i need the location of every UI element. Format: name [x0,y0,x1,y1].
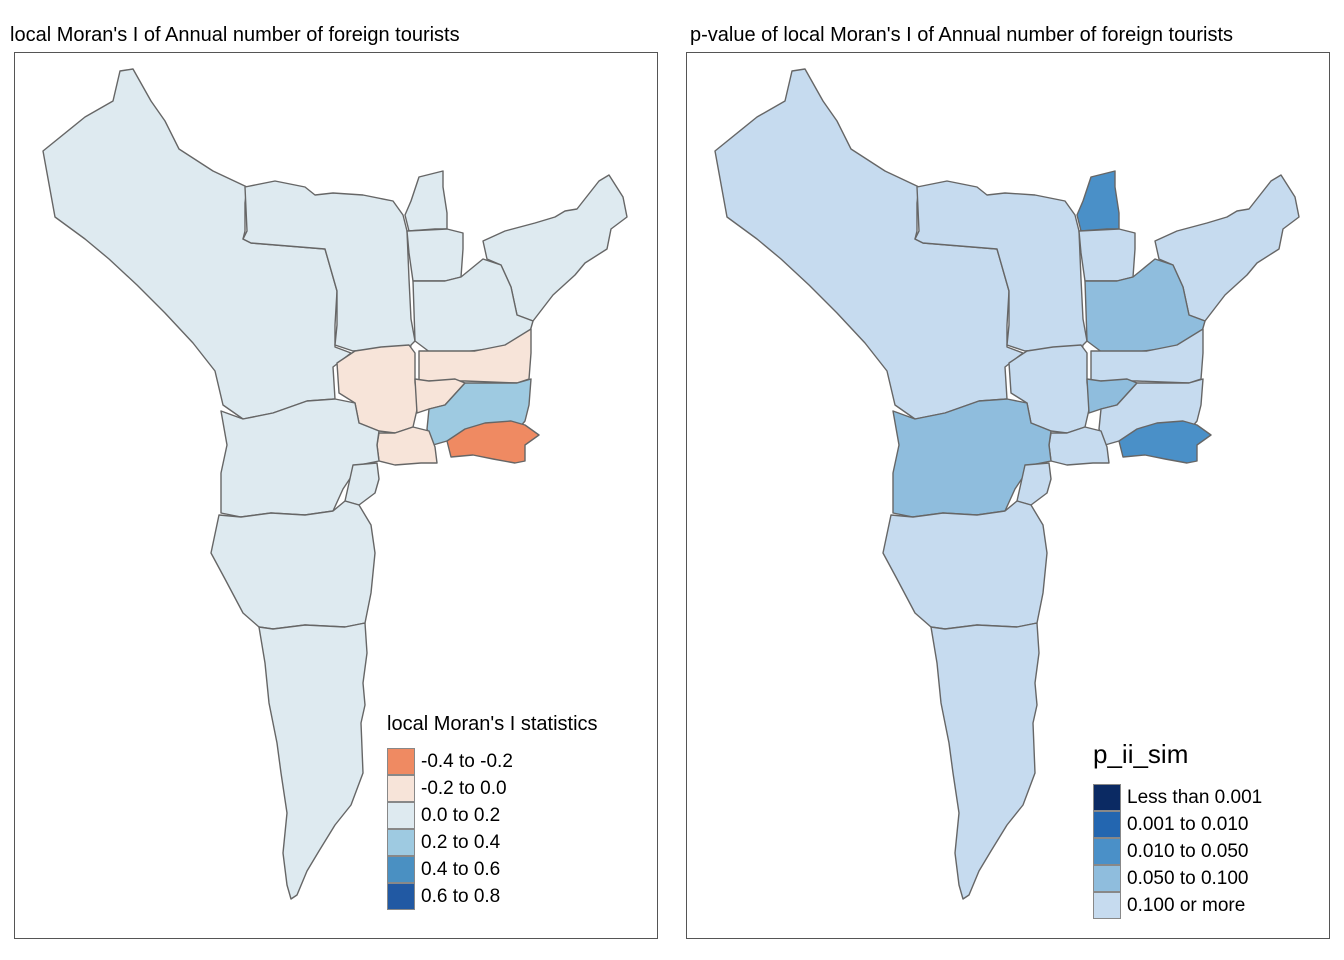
legend-label: 0.010 to 0.050 [1127,840,1249,862]
legend-item: 0.2 to 0.4 [387,829,598,856]
region-south-central [1048,426,1110,466]
legend-item: 0.010 to 0.050 [1093,838,1262,865]
legend-swatch [387,856,415,883]
legend-swatch [387,775,415,802]
left-map [42,68,628,900]
region-south-central [376,426,438,466]
legend-swatch [1093,838,1121,865]
legend-label: 0.050 to 0.100 [1127,867,1249,889]
region-south-lower [930,622,1040,900]
left-map-frame: local Moran's I statistics -0.4 to -0.2 … [14,52,658,939]
region-north-central [914,180,1088,356]
legend-item: 0.050 to 0.100 [1093,865,1262,892]
legend-label: 0.2 to 0.4 [421,831,501,853]
right-map [714,68,1300,900]
region-south-upper [210,500,376,630]
legend-swatch [387,883,415,910]
legend-label: 0.6 to 0.8 [421,885,501,907]
legend-item: -0.2 to 0.0 [387,775,598,802]
legend-item: 0.100 or more [1093,892,1262,919]
left-legend-title: local Moran's I statistics [387,713,598,735]
legend-label: 0.001 to 0.010 [1127,813,1249,835]
legend-item: 0.001 to 0.010 [1093,811,1262,838]
region-southeast [1118,420,1212,464]
legend-label: -0.2 to 0.0 [421,777,507,799]
region-coast-small [344,462,380,506]
legend-swatch [1093,865,1121,892]
region-north-strip [404,170,448,232]
region-north-central [242,180,416,356]
legend-label: 0.0 to 0.2 [421,804,501,826]
legend-swatch [387,829,415,856]
region-north-strip [1076,170,1120,232]
region-coast-small [1016,462,1052,506]
right-legend-title: p_ii_sim [1093,739,1189,769]
legend-item: Less than 0.001 [1093,784,1262,811]
region-south-lower [258,622,368,900]
right-map-title: p-value of local Moran's I of Annual num… [690,24,1233,46]
right-legend: p_ii_sim Less than 0.001 0.001 to 0.010 … [1093,739,1262,919]
legend-label: 0.100 or more [1127,894,1246,916]
region-northwest [42,68,352,420]
legend-item: 0.6 to 0.8 [387,883,598,910]
region-north-small [406,228,464,282]
legend-swatch [387,802,415,829]
region-southeast [446,420,540,464]
legend-label: 0.4 to 0.6 [421,858,501,880]
region-north-small [1078,228,1136,282]
legend-item: 0.4 to 0.6 [387,856,598,883]
left-map-title: local Moran's I of Annual number of fore… [10,24,460,46]
legend-swatch [1093,784,1121,811]
legend-swatch [1093,892,1121,919]
left-legend: local Moran's I statistics -0.4 to -0.2 … [387,713,598,910]
region-south-upper [882,500,1048,630]
legend-swatch [1093,811,1121,838]
left-regions [42,68,628,900]
right-regions [714,68,1300,900]
legend-item: -0.4 to -0.2 [387,748,598,775]
legend-label: -0.4 to -0.2 [421,750,513,772]
right-map-frame: p_ii_sim Less than 0.001 0.001 to 0.010 … [686,52,1330,939]
region-northwest [714,68,1024,420]
legend-label: Less than 0.001 [1127,786,1263,808]
legend-swatch [387,748,415,775]
legend-item: 0.0 to 0.2 [387,802,598,829]
